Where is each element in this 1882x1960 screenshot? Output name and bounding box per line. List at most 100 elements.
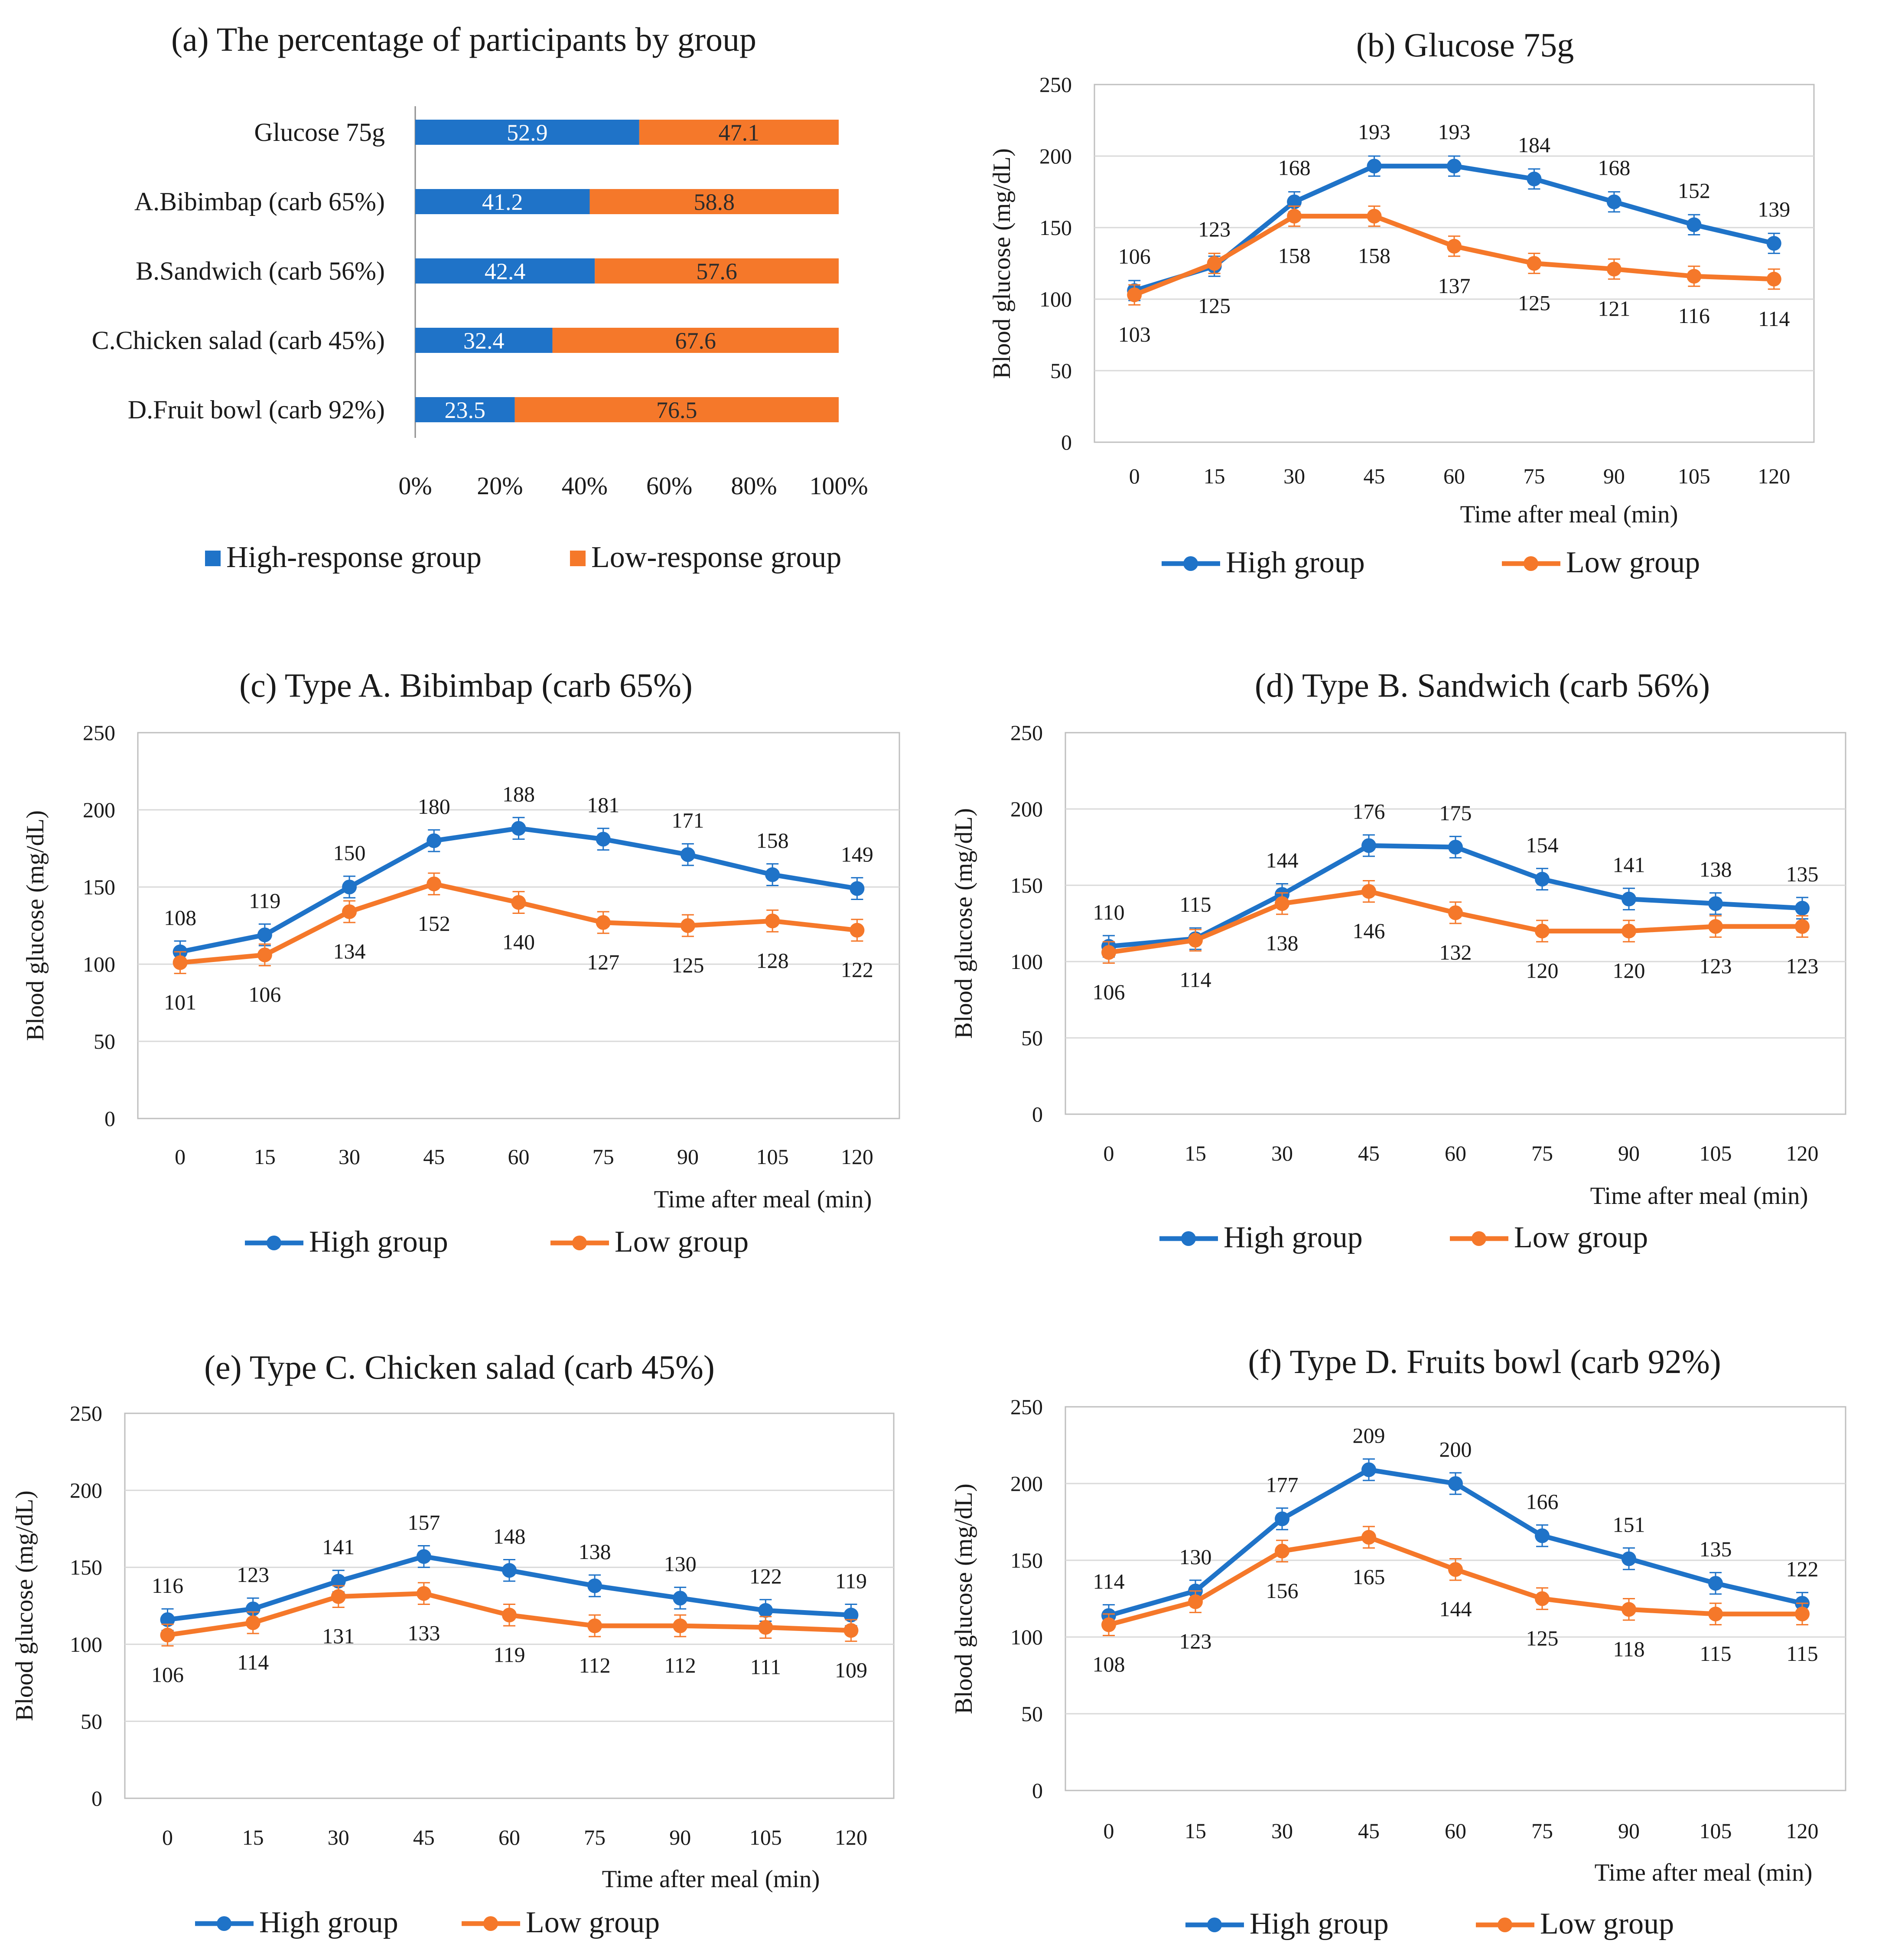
chart-f-plot-frame [1065, 1406, 1846, 1791]
chart-f-point-low [1101, 1617, 1116, 1632]
chart-b-point-low [1287, 209, 1302, 224]
chart-c-point-high [257, 927, 272, 942]
chart-e-data-label-low: 131 [322, 1624, 355, 1648]
chart-a-bar-label: 41.2 [482, 189, 523, 215]
chart-f-data-label-high: 177 [1266, 1472, 1299, 1497]
chart-f-point-low [1535, 1591, 1550, 1606]
chart-e-legend-marker-high [217, 1916, 231, 1931]
chart-f-y-tick-label: 50 [1021, 1702, 1043, 1726]
chart-a-x-tick-label: 80% [731, 472, 777, 500]
chart-d-point-high [1535, 871, 1550, 887]
chart-f-data-label-low: 156 [1266, 1578, 1299, 1603]
chart-c-point-low [765, 913, 780, 929]
chart-f-x-tick-label: 90 [1618, 1819, 1640, 1843]
chart-b-data-label-low: 137 [1438, 274, 1471, 298]
chart-e-plot-frame [124, 1412, 895, 1799]
chart-d-data-label-low: 123 [1786, 954, 1819, 978]
chart-c-legend-label-high: High group [309, 1225, 448, 1259]
chart-b-x-tick-label: 120 [1758, 464, 1790, 488]
chart-f-x-tick-label: 30 [1271, 1819, 1293, 1843]
chart-c-point-high [427, 833, 442, 848]
chart-e-point-low [331, 1589, 346, 1604]
chart-d-data-label-low: 120 [1526, 959, 1559, 983]
chart-e-data-label-low: 109 [835, 1658, 867, 1682]
chart-c-x-tick-label: 105 [756, 1145, 789, 1169]
chart-f-data-label-low: 118 [1613, 1637, 1644, 1661]
chart-d-x-tick-label: 105 [1700, 1141, 1732, 1165]
chart-c-data-label-low: 125 [671, 953, 704, 977]
chart-c-data-label-low: 127 [587, 950, 619, 974]
chart-b-point-high [1766, 236, 1781, 251]
chart-b-point-low [1766, 271, 1781, 287]
chart-a-bar-low [595, 258, 839, 284]
chart-a-x-tick-label: 60% [646, 472, 692, 500]
chart-c-point-low [342, 904, 357, 919]
chart-e-point-high [502, 1563, 517, 1578]
chart-a-bar-label: 57.6 [696, 258, 737, 284]
chart-c: 0 50 100 150 200 250 0 15 30 45 60 75 90 105 120 (c) Ty… [22, 666, 900, 1259]
chart-f-x-tick-label: 120 [1786, 1819, 1819, 1843]
chart-f-data-label-high: 130 [1179, 1545, 1212, 1569]
chart-e-y-axis-label: Blood glucose (mg/dL) [11, 1490, 38, 1721]
chart-e-point-low [843, 1623, 859, 1638]
chart-d-data-label-high: 141 [1613, 853, 1645, 877]
chart-a-bar-label: 23.5 [445, 397, 486, 423]
chart-f-point-high [1275, 1511, 1289, 1526]
chart-d-y-tick-label: 0 [1032, 1102, 1043, 1126]
chart-b-data-label-high: 106 [1118, 244, 1151, 268]
chart-c-data-label-low: 140 [502, 930, 535, 954]
chart-a-bar-label: 42.4 [485, 258, 526, 284]
chart-c-y-tick-label: 150 [83, 875, 115, 899]
chart-f-y-axis-label: Blood glucose (mg/dL) [950, 1484, 977, 1714]
chart-e-point-low [758, 1620, 773, 1635]
chart-e-y-tick-label: 200 [70, 1478, 102, 1503]
chart-d-point-low [1708, 919, 1723, 934]
chart-f-title: (f) Type D. Fruits bowl (carb 92%) [1248, 1343, 1721, 1380]
chart-d-y-tick-label: 250 [1010, 721, 1043, 745]
chart-c-y-axis-label: Blood glucose (mg/dL) [22, 810, 49, 1041]
chart-d-point-high [1708, 896, 1723, 911]
chart-d-legend-marker-low [1472, 1231, 1486, 1246]
chart-b-y-tick-label: 0 [1061, 430, 1072, 454]
chart-b-title: (b) Glucose 75g [1356, 26, 1574, 64]
chart-d-data-label-high: 176 [1353, 799, 1385, 823]
chart-b-data-label-high: 193 [1438, 120, 1471, 144]
chart-b-x-tick-label: 90 [1603, 464, 1625, 488]
chart-b-y-axis-label: Blood glucose (mg/dL) [988, 148, 1016, 379]
chart-d-data-label-low: 120 [1613, 959, 1645, 983]
chart-d-x-tick-label: 120 [1786, 1141, 1819, 1165]
chart-d-point-low [1275, 896, 1289, 911]
chart-d-y-tick-label: 150 [1010, 873, 1043, 897]
chart-e-x-axis-label: Time after meal (min) [602, 1865, 820, 1893]
chart-f-y-tick-label: 250 [1010, 1395, 1043, 1419]
chart-c-data-label-low: 106 [248, 982, 281, 1007]
chart-d-y-axis-label: Blood glucose (mg/dL) [950, 808, 977, 1039]
chart-f-data-label-high: 122 [1786, 1557, 1819, 1581]
chart-b-data-label-high: 184 [1518, 133, 1550, 157]
chart-e-data-label-high: 138 [579, 1539, 611, 1564]
chart-a-bar-label: 52.9 [507, 120, 548, 146]
chart-c-point-high [596, 832, 611, 847]
chart-e-x-tick-label: 75 [584, 1825, 606, 1849]
chart-f-legend-label-low: Low group [1540, 1907, 1674, 1940]
chart-d-data-label-low: 138 [1266, 931, 1299, 955]
chart-f-data-label-low: 144 [1439, 1597, 1472, 1621]
chart-c-data-label-high: 181 [587, 793, 619, 817]
chart-c-data-label-high: 150 [333, 841, 366, 865]
chart-e-x-tick-label: 30 [328, 1825, 349, 1849]
chart-d-y-tick-label: 100 [1010, 949, 1043, 974]
chart-d-data-label-high: 175 [1439, 801, 1472, 825]
chart-b-point-high [1447, 159, 1462, 174]
chart-b-data-label-low: 116 [1678, 303, 1710, 328]
chart-b-y-tick-label: 150 [1039, 215, 1072, 240]
chart-b-x-tick-label: 30 [1283, 464, 1305, 488]
chart-f-y-tick-label: 200 [1010, 1471, 1043, 1496]
chart-c-y-tick-label: 200 [83, 798, 115, 822]
chart-f-point-high [1448, 1476, 1463, 1491]
chart-d-data-label-low: 146 [1353, 919, 1385, 943]
chart-d: 0 50 100 150 200 250 0 15 30 45 60 75 90 105 120 (d) Ty… [950, 666, 1846, 1254]
chart-d-point-low [1361, 884, 1376, 899]
chart-f-point-low [1275, 1543, 1289, 1559]
chart-b: 0 50 100 150 200 250 0 15 30 45 60 75 90 105 120 (b) Gl… [988, 26, 1815, 579]
